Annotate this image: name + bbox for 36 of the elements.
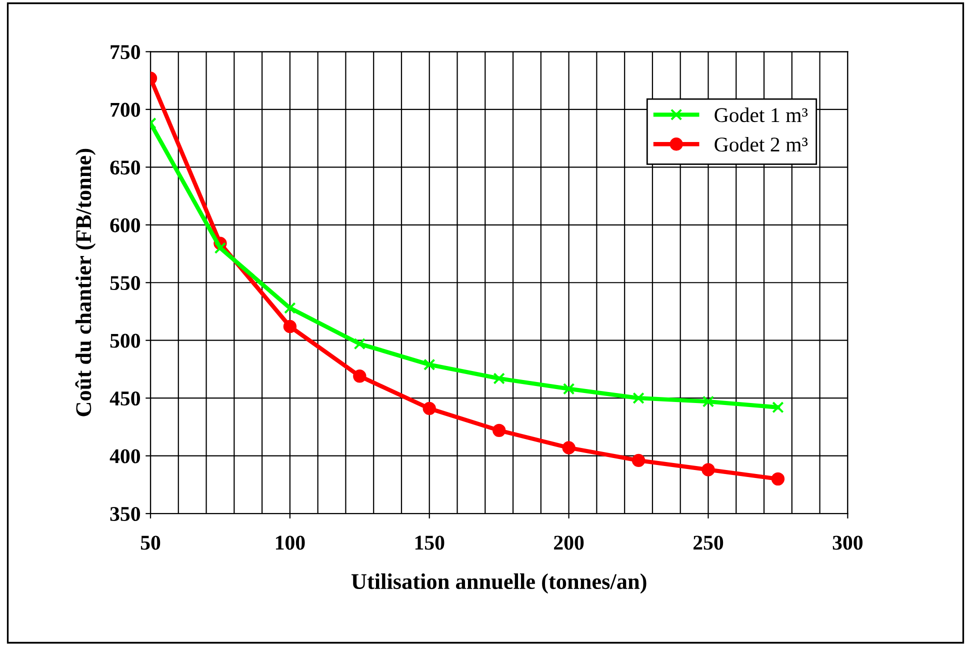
y-tick-label: 750 — [110, 45, 140, 60]
point — [423, 358, 436, 371]
x-tick-label: 100 — [276, 536, 305, 550]
point — [492, 424, 506, 438]
point — [284, 302, 296, 314]
y-tick-label: 650 — [110, 160, 140, 175]
x-axis-title: Utilisation annuelle (tonnes/an) — [351, 573, 646, 594]
point — [493, 372, 505, 384]
point — [214, 242, 226, 254]
y-tick-label: 600 — [110, 218, 140, 232]
point — [632, 392, 644, 404]
point — [422, 402, 436, 416]
point — [702, 463, 715, 476]
legend-label: Godet 2 m³ — [714, 136, 808, 152]
x-tick-label: 150 — [415, 536, 444, 550]
y-tick-label: 350 — [110, 506, 140, 522]
point — [702, 396, 714, 408]
point — [632, 454, 646, 468]
point — [562, 382, 575, 395]
y-tick-label: 450 — [110, 391, 140, 406]
point — [771, 472, 785, 486]
point — [283, 320, 297, 334]
legend-label: Godet 1 m³ — [714, 108, 808, 122]
y-tick-label: 400 — [110, 449, 140, 464]
y-tick-label: 500 — [110, 334, 140, 348]
point — [353, 370, 366, 383]
point — [562, 441, 576, 454]
point — [772, 401, 784, 414]
x-tick-label: 300 — [832, 536, 863, 550]
x-tick-label: 250 — [694, 536, 724, 550]
y-axis-title: Coût du chantier (FB/tonne) — [75, 148, 96, 416]
x-tick-label: 50 — [140, 536, 160, 550]
point — [354, 338, 366, 350]
x-tick-label: 200 — [554, 536, 584, 550]
y-tick-label: 700 — [110, 102, 140, 117]
y-tick-label: 550 — [110, 276, 140, 290]
